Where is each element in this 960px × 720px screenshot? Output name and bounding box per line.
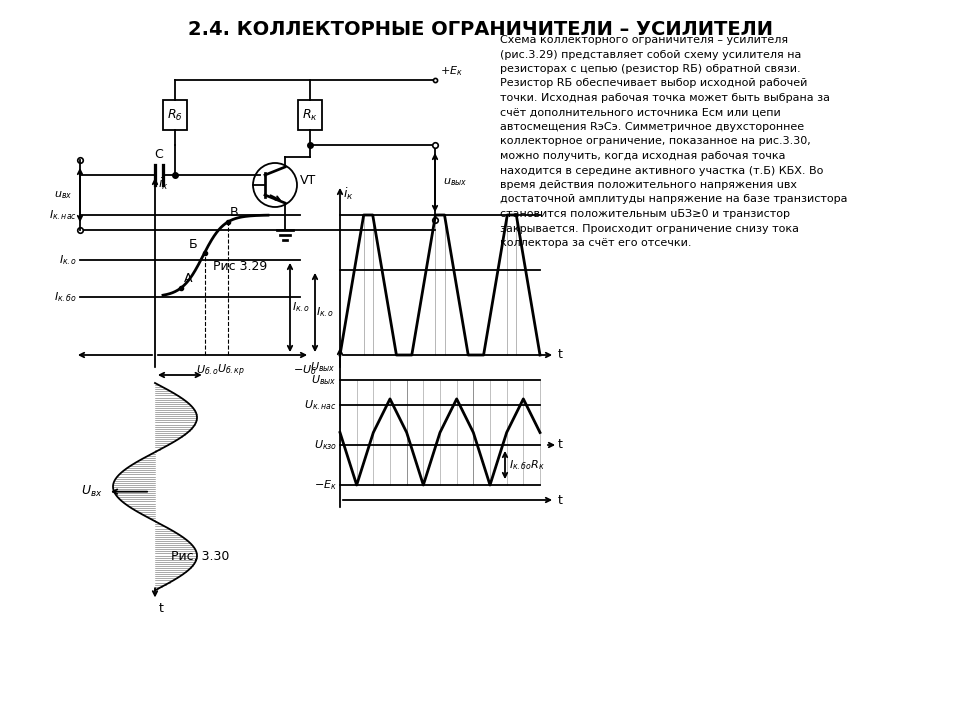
Bar (298, 100, 322, 130)
Text: C: C (155, 148, 163, 161)
Text: t: t (558, 348, 563, 361)
Text: можно получить, когда исходная рабочая точка: можно получить, когда исходная рабочая т… (500, 151, 785, 161)
Text: $U_{вх}$: $U_{вх}$ (82, 484, 103, 499)
Text: Рис. 3.30: Рис. 3.30 (171, 550, 229, 563)
Text: В: В (229, 206, 238, 219)
Text: $I_{к.о}$: $I_{к.о}$ (292, 301, 310, 315)
Text: $i_к$: $i_к$ (343, 186, 353, 202)
Text: $u_{вх}$: $u_{вх}$ (54, 189, 72, 201)
Text: $I_{к.о}$: $I_{к.о}$ (316, 305, 334, 320)
Text: $U_{вых}$: $U_{вых}$ (311, 373, 337, 387)
Text: счёт дополнительного источника Eсм или цепи: счёт дополнительного источника Eсм или ц… (500, 107, 780, 117)
Text: t: t (558, 493, 563, 506)
Text: Б: Б (189, 238, 198, 251)
Text: Схема коллекторного ограничителя – усилителя: Схема коллекторного ограничителя – усили… (500, 35, 788, 45)
Text: $+E_к$: $+E_к$ (440, 64, 463, 78)
Text: $I_{к.о}$: $I_{к.о}$ (59, 253, 77, 267)
Text: резисторах с цепью (резистор RБ) обратной связи.: резисторах с цепью (резистор RБ) обратно… (500, 64, 801, 74)
Text: А: А (183, 271, 192, 284)
Text: $-U_{б}$: $-U_{б}$ (293, 363, 317, 377)
Text: 2.4. КОЛЛЕКТОРНЫЕ ОГРАНИЧИТЕЛИ – УСИЛИТЕЛИ: 2.4. КОЛЛЕКТОРНЫЕ ОГРАНИЧИТЕЛИ – УСИЛИТЕ… (187, 20, 773, 39)
Text: $U_{кзо}$: $U_{кзо}$ (314, 438, 337, 452)
Text: коллектора за счёт его отсечки.: коллектора за счёт его отсечки. (500, 238, 691, 248)
Text: становится положительным uБЗ≥0 и транзистор: становится положительным uБЗ≥0 и транзис… (500, 209, 790, 219)
Text: Рис 3.29: Рис 3.29 (213, 260, 267, 273)
Text: t: t (558, 438, 563, 451)
Text: $I_{к.бо}$: $I_{к.бо}$ (54, 290, 77, 304)
Text: $U_{к.нас}$: $U_{к.нас}$ (304, 398, 337, 412)
Text: $U_{б.кр}$: $U_{б.кр}$ (217, 363, 245, 379)
Text: $-E_к$: $-E_к$ (314, 478, 337, 492)
Bar (163, 100, 187, 130)
Text: $U_{б.о}$: $U_{б.о}$ (196, 363, 219, 377)
Text: $R_б$: $R_б$ (167, 107, 183, 122)
Text: находится в середине активного участка (т.Б) КБХ. Во: находится в середине активного участка (… (500, 166, 824, 176)
Text: $U_{вых}$: $U_{вых}$ (310, 360, 336, 374)
Text: $I_{к.нас}$: $I_{к.нас}$ (49, 208, 77, 222)
Text: VT: VT (300, 174, 316, 186)
Text: $I_{к.бо}R_к$: $I_{к.бо}R_к$ (509, 458, 545, 472)
Text: $R_к$: $R_к$ (302, 107, 318, 122)
Text: достаточной амплитуды напряжение на базе транзистора: достаточной амплитуды напряжение на базе… (500, 194, 848, 204)
Text: закрывается. Происходит ограничение снизу тока: закрывается. Происходит ограничение сниз… (500, 223, 799, 233)
Text: (рис.3.29) представляет собой схему усилителя на: (рис.3.29) представляет собой схему усил… (500, 50, 802, 60)
Text: $i_к$: $i_к$ (158, 176, 169, 192)
Text: автосмещения RэCэ. Симметричное двухстороннее: автосмещения RэCэ. Симметричное двухстор… (500, 122, 804, 132)
Text: время действия положительного напряжения uвх: время действия положительного напряжения… (500, 180, 797, 190)
Text: t: t (159, 603, 164, 616)
Text: Резистор RБ обеспечивает выбор исходной рабочей: Резистор RБ обеспечивает выбор исходной … (500, 78, 807, 89)
Text: точки. Исходная рабочая точка может быть выбрана за: точки. Исходная рабочая точка может быть… (500, 93, 830, 103)
Text: $u_{вых}$: $u_{вых}$ (443, 176, 468, 189)
Text: коллекторное ограничение, показанное на рис.3.30,: коллекторное ограничение, показанное на … (500, 137, 811, 146)
